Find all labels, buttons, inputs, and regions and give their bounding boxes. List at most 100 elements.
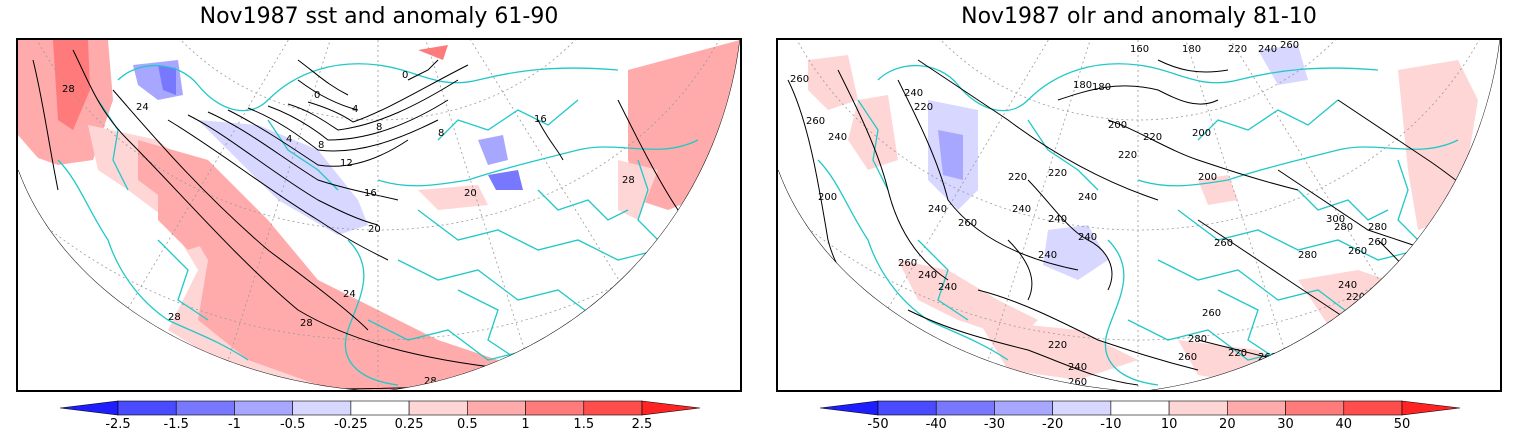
contour-label: 160 [1130,44,1149,55]
colorbar-tick-label: -0.25 [334,417,368,431]
colorbar-swatch [583,400,643,416]
colorbar-swatch [234,400,293,416]
colorbar-swatch [1052,400,1112,416]
contour-label: 180 [1092,82,1111,93]
contour-label: 200 [1108,120,1127,131]
colorbar-tick-label: 1 [521,417,529,431]
colorbar-tick-label: 10 [1161,417,1178,431]
colorbar-swatch [60,400,119,416]
colorbar-swatch [935,400,995,416]
contour-label: 260 [1214,238,1233,249]
contour-label: 220 [1118,150,1137,161]
sst-map-boundary [18,40,740,390]
colorbar-swatch [1343,400,1403,416]
contour-label: 220 [1048,340,1067,351]
panel-title-sst: Nov1987 sst and anomaly 61-90 [199,4,559,29]
contour-label: 28 [622,175,635,186]
contour-label: 220 [1048,168,1067,179]
contour-label: 240 [828,132,847,143]
contour-label: 180 [1073,80,1092,91]
contour-label: 240 [938,282,957,293]
contour-label: 28 [300,318,313,329]
colorbar-tick-label: -0.5 [280,417,305,431]
contour-label: 200 [818,192,837,203]
contour-label: 28 [62,84,75,95]
colorbar-tick-label: 30 [1277,417,1294,431]
contour-label: 260 [1368,237,1387,248]
colorbar-tick-label: -1.5 [164,417,189,431]
contour-label: 240 [928,204,947,215]
contour-label: 240 [1012,204,1031,215]
contour-label: 24 [343,289,356,300]
contour-label: 240 [1258,44,1277,55]
contour-label: 240 [1078,232,1097,243]
contour-label: 220 [1143,132,1162,143]
contour-label: 260 [806,116,825,127]
contour-label: 20 [464,188,477,199]
contour-label: 220 [1228,348,1247,359]
colorbar-swatch [820,400,879,416]
colorbar-tick-label: -20 [1042,417,1063,431]
contour-label: 280 [1188,334,1207,345]
colorbar-swatch [1227,400,1286,416]
contour-label: 0 [402,70,408,81]
contour-label: 260 [1348,246,1367,257]
colorbar-swatch [1110,400,1170,416]
colorbar-tick-label: -1 [228,417,241,431]
contour-label: 8 [318,140,324,151]
colorbar-tick-label: 1.5 [573,417,594,431]
colorbar-swatch [292,400,352,416]
contour-label: 8 [376,122,382,133]
colorbar-swatch [350,400,410,416]
contour-label: 220 [914,102,933,113]
sst-contour-labels: 28 24 0 0 4 4 8 8 8 12 16 16 20 20 24 28… [62,70,635,387]
contour-label: 240 [1078,192,1097,203]
contour-label: 8 [438,128,444,139]
contour-label: 200 [1192,128,1211,139]
contour-label: 20 [368,224,381,235]
colorbar-swatch [525,400,585,416]
sst-map-panel: 28 24 0 0 4 4 8 8 8 12 16 16 20 20 24 28… [16,38,742,392]
colorbar-tick-label: 40 [1336,417,1353,431]
colorbar-tick-label: 0.25 [395,417,424,431]
olr-colorbar: -50 -40 -30 -20 -10 10 20 30 40 50 [820,400,1460,431]
colorbar-tick-label: -50 [867,417,888,431]
colorbar-tick-label: -2.5 [105,417,130,431]
contour-label: 240 [918,270,937,281]
contour-label: 260 [958,218,977,229]
colorbar-swatch [175,400,235,416]
contour-label: 240 [1068,362,1087,373]
sst-contours [18,49,740,390]
contour-label: 28 [424,376,437,387]
colorbar-swatch [117,400,177,416]
colorbar-swatch [1401,400,1460,416]
colorbar-tick-label: -30 [984,417,1005,431]
colorbar-tick-label: 20 [1219,417,1236,431]
olr-contours [787,59,1500,386]
contour-label: 220 [1008,172,1027,183]
contour-label: 220 [1228,44,1247,55]
contour-label: 300 [1326,214,1345,225]
sst-map: 28 24 0 0 4 4 8 8 8 12 16 16 20 20 24 28… [18,40,740,390]
contour-label: 260 [1280,40,1299,51]
contour-label: 240 [1048,214,1067,225]
contour-label: 280 [1334,222,1353,233]
contour-label: 180 [1182,44,1201,55]
contour-label: 240 [1038,250,1057,261]
colorbar-tick-label: 0.5 [457,417,478,431]
contour-label: 260 [1068,377,1087,388]
contour-label: 0 [314,90,320,101]
contour-label: 280 [1298,250,1317,261]
contour-label: 280 [1368,222,1387,233]
colorbar-tick-label: -40 [926,417,947,431]
colorbar-tick-label: 50 [1394,417,1411,431]
contour-label: 28 [168,312,181,323]
colorbar-tick-label: -10 [1100,417,1121,431]
panel-title-olr: Nov1987 olr and anomaly 81-10 [961,4,1317,29]
sst-colorbar: -2.5 -1.5 -1 -0.5 -0.25 0.25 0.5 1 1.5 2.5 [60,400,700,431]
contour-label: 220 [1346,292,1365,303]
contour-label: 4 [352,104,358,115]
colorbar-swatch [408,400,468,416]
contour-label: 16 [364,188,377,199]
contour-label: 260 [1202,308,1221,319]
